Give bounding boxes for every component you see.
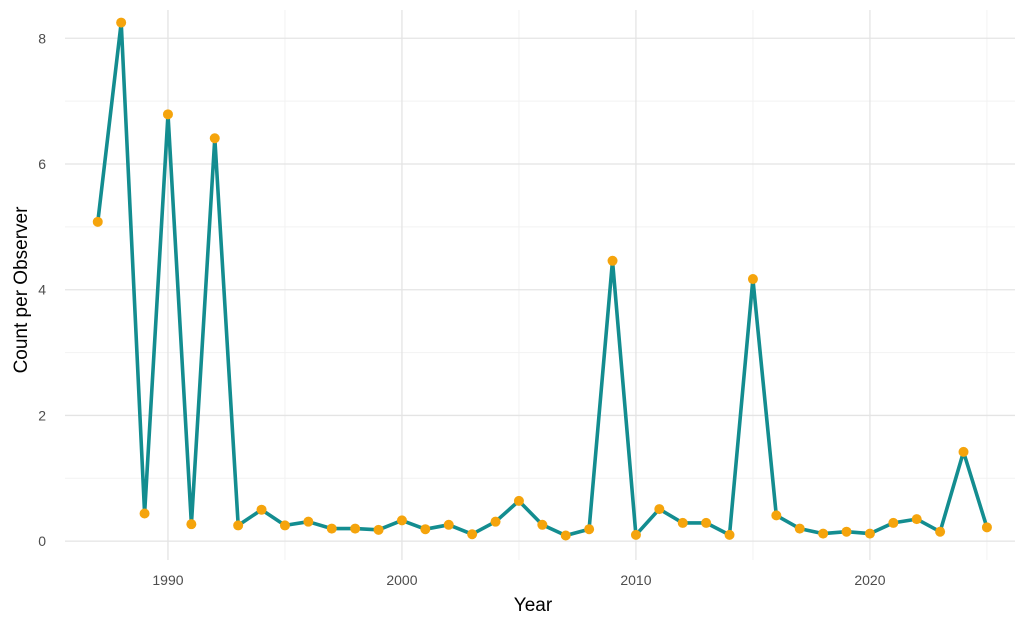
y-tick-label: 6 — [38, 156, 46, 172]
data-point — [747, 274, 758, 285]
data-point — [818, 528, 829, 539]
y-tick-label: 0 — [38, 533, 46, 549]
data-point — [630, 529, 641, 540]
data-point — [677, 517, 688, 528]
data-point — [326, 523, 337, 534]
y-tick-label: 2 — [38, 407, 46, 423]
y-tick-label: 8 — [38, 30, 46, 46]
data-point — [584, 524, 595, 535]
data-point — [935, 526, 946, 537]
data-point — [724, 529, 735, 540]
data-point — [841, 526, 852, 537]
data-point — [981, 522, 992, 533]
data-series — [96, 20, 989, 538]
data-point — [92, 216, 103, 227]
x-tick-label: 2020 — [854, 572, 885, 588]
series-line — [96, 20, 989, 538]
data-point — [794, 523, 805, 534]
data-point — [771, 510, 782, 521]
data-point — [958, 446, 969, 457]
data-point — [162, 109, 173, 120]
data-point — [303, 516, 314, 527]
data-point — [888, 517, 899, 528]
data-point — [490, 516, 501, 527]
data-point — [279, 520, 290, 531]
data-point — [911, 514, 922, 525]
data-point — [607, 255, 618, 266]
data-point — [537, 519, 548, 530]
major-grid — [65, 10, 1015, 560]
data-point — [396, 515, 407, 526]
data-point — [116, 17, 127, 28]
data-point — [654, 504, 665, 515]
data-point — [139, 508, 150, 519]
data-point — [233, 520, 244, 531]
data-points — [92, 17, 992, 541]
minor-grid — [65, 10, 1015, 560]
data-point — [864, 528, 875, 539]
x-tick-label: 1990 — [152, 572, 183, 588]
y-tick-label: 4 — [38, 282, 46, 298]
x-tick-label: 2000 — [386, 572, 417, 588]
data-point — [186, 519, 197, 530]
data-point — [701, 517, 712, 528]
data-point — [209, 133, 220, 144]
data-point — [420, 524, 431, 535]
x-axis-title: Year — [514, 595, 553, 616]
data-point — [513, 495, 524, 506]
y-axis-title: Count per Observer — [11, 206, 32, 374]
x-axis-ticks: 1990 2000 2010 2020 — [152, 572, 885, 588]
x-tick-label: 2010 — [620, 572, 651, 588]
data-point — [443, 519, 454, 530]
data-point — [467, 529, 478, 540]
data-point — [373, 524, 384, 535]
data-point — [350, 523, 361, 534]
y-axis-ticks: 0 2 4 6 8 — [38, 30, 46, 549]
data-point — [256, 504, 267, 515]
data-point — [560, 530, 571, 541]
